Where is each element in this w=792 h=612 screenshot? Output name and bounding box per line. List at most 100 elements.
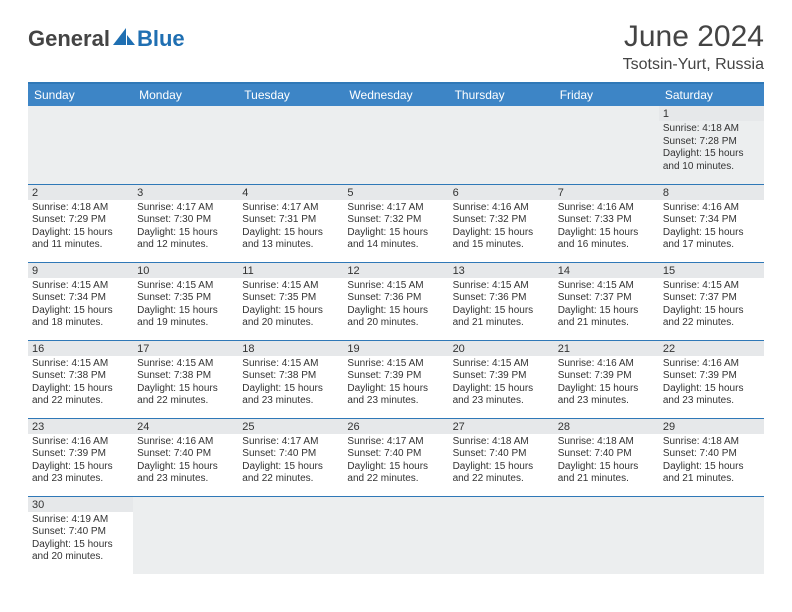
day-details: Sunrise: 4:18 AMSunset: 7:40 PMDaylight:… — [659, 434, 764, 488]
calendar-cell: 3Sunrise: 4:17 AMSunset: 7:30 PMDaylight… — [133, 184, 238, 262]
sunrise-text: Sunrise: 4:17 AM — [242, 436, 339, 449]
day-details: Sunrise: 4:15 AMSunset: 7:38 PMDaylight:… — [28, 356, 133, 410]
day-number: 16 — [28, 341, 133, 356]
daylight-text: Daylight: 15 hours and 22 minutes. — [663, 305, 760, 330]
calendar-cell: 22Sunrise: 4:16 AMSunset: 7:39 PMDayligh… — [659, 340, 764, 418]
weekday-header: Monday — [133, 83, 238, 106]
day-details: Sunrise: 4:16 AMSunset: 7:32 PMDaylight:… — [449, 200, 554, 254]
location-label: Tsotsin-Yurt, Russia — [623, 56, 764, 74]
sunrise-text: Sunrise: 4:15 AM — [347, 280, 444, 293]
sunset-text: Sunset: 7:36 PM — [453, 292, 550, 305]
sunrise-text: Sunrise: 4:15 AM — [137, 358, 234, 371]
calendar-cell: 23Sunrise: 4:16 AMSunset: 7:39 PMDayligh… — [28, 418, 133, 496]
daylight-text: Daylight: 15 hours and 23 minutes. — [663, 383, 760, 408]
day-details: Sunrise: 4:15 AMSunset: 7:34 PMDaylight:… — [28, 278, 133, 332]
daylight-text: Daylight: 15 hours and 15 minutes. — [453, 227, 550, 252]
day-number: 10 — [133, 263, 238, 278]
sunset-text: Sunset: 7:35 PM — [242, 292, 339, 305]
day-number: 2 — [28, 185, 133, 200]
calendar-week-row: 16Sunrise: 4:15 AMSunset: 7:38 PMDayligh… — [28, 340, 764, 418]
sunset-text: Sunset: 7:29 PM — [32, 214, 129, 227]
page-title: June 2024 — [623, 20, 764, 54]
calendar-cell: 1Sunrise: 4:18 AMSunset: 7:28 PMDaylight… — [659, 106, 764, 184]
day-details: Sunrise: 4:18 AMSunset: 7:29 PMDaylight:… — [28, 200, 133, 254]
sunset-text: Sunset: 7:34 PM — [32, 292, 129, 305]
calendar-cell: 5Sunrise: 4:17 AMSunset: 7:32 PMDaylight… — [343, 184, 448, 262]
daylight-text: Daylight: 15 hours and 21 minutes. — [558, 305, 655, 330]
calendar-cell — [554, 496, 659, 574]
day-number: 3 — [133, 185, 238, 200]
sunset-text: Sunset: 7:40 PM — [347, 448, 444, 461]
day-details: Sunrise: 4:16 AMSunset: 7:39 PMDaylight:… — [28, 434, 133, 488]
sunrise-text: Sunrise: 4:18 AM — [663, 436, 760, 449]
day-details: Sunrise: 4:15 AMSunset: 7:39 PMDaylight:… — [449, 356, 554, 410]
sunrise-text: Sunrise: 4:15 AM — [663, 280, 760, 293]
sunrise-text: Sunrise: 4:15 AM — [32, 280, 129, 293]
calendar-cell — [133, 106, 238, 184]
day-number: 22 — [659, 341, 764, 356]
sunset-text: Sunset: 7:38 PM — [137, 370, 234, 383]
sunrise-text: Sunrise: 4:15 AM — [453, 280, 550, 293]
daylight-text: Daylight: 15 hours and 22 minutes. — [32, 383, 129, 408]
sunrise-text: Sunrise: 4:18 AM — [453, 436, 550, 449]
calendar-cell: 24Sunrise: 4:16 AMSunset: 7:40 PMDayligh… — [133, 418, 238, 496]
daylight-text: Daylight: 15 hours and 14 minutes. — [347, 227, 444, 252]
calendar-cell: 20Sunrise: 4:15 AMSunset: 7:39 PMDayligh… — [449, 340, 554, 418]
calendar-week-row: 30Sunrise: 4:19 AMSunset: 7:40 PMDayligh… — [28, 496, 764, 574]
sunset-text: Sunset: 7:40 PM — [558, 448, 655, 461]
sail-icon — [113, 26, 135, 52]
day-details: Sunrise: 4:16 AMSunset: 7:33 PMDaylight:… — [554, 200, 659, 254]
day-number: 9 — [28, 263, 133, 278]
sunset-text: Sunset: 7:39 PM — [663, 370, 760, 383]
day-number: 14 — [554, 263, 659, 278]
sunset-text: Sunset: 7:40 PM — [32, 526, 129, 539]
calendar-cell — [238, 106, 343, 184]
sunrise-text: Sunrise: 4:18 AM — [32, 202, 129, 215]
daylight-text: Daylight: 15 hours and 23 minutes. — [242, 383, 339, 408]
sunset-text: Sunset: 7:39 PM — [347, 370, 444, 383]
day-number: 12 — [343, 263, 448, 278]
day-number: 20 — [449, 341, 554, 356]
daylight-text: Daylight: 15 hours and 22 minutes. — [137, 383, 234, 408]
calendar-cell: 15Sunrise: 4:15 AMSunset: 7:37 PMDayligh… — [659, 262, 764, 340]
sunset-text: Sunset: 7:35 PM — [137, 292, 234, 305]
daylight-text: Daylight: 15 hours and 19 minutes. — [137, 305, 234, 330]
sunset-text: Sunset: 7:37 PM — [558, 292, 655, 305]
sunset-text: Sunset: 7:38 PM — [242, 370, 339, 383]
daylight-text: Daylight: 15 hours and 12 minutes. — [137, 227, 234, 252]
calendar-cell: 26Sunrise: 4:17 AMSunset: 7:40 PMDayligh… — [343, 418, 448, 496]
calendar-week-row: 9Sunrise: 4:15 AMSunset: 7:34 PMDaylight… — [28, 262, 764, 340]
day-details: Sunrise: 4:18 AMSunset: 7:40 PMDaylight:… — [554, 434, 659, 488]
day-number: 6 — [449, 185, 554, 200]
sunrise-text: Sunrise: 4:17 AM — [242, 202, 339, 215]
daylight-text: Daylight: 15 hours and 22 minutes. — [242, 461, 339, 486]
day-details: Sunrise: 4:17 AMSunset: 7:32 PMDaylight:… — [343, 200, 448, 254]
day-number: 5 — [343, 185, 448, 200]
sunset-text: Sunset: 7:28 PM — [663, 136, 760, 149]
calendar-cell — [449, 496, 554, 574]
daylight-text: Daylight: 15 hours and 17 minutes. — [663, 227, 760, 252]
day-number: 19 — [343, 341, 448, 356]
day-details: Sunrise: 4:15 AMSunset: 7:37 PMDaylight:… — [554, 278, 659, 332]
day-details: Sunrise: 4:19 AMSunset: 7:40 PMDaylight:… — [28, 512, 133, 566]
day-details: Sunrise: 4:15 AMSunset: 7:36 PMDaylight:… — [449, 278, 554, 332]
weekday-header: Thursday — [449, 83, 554, 106]
sunrise-text: Sunrise: 4:18 AM — [663, 123, 760, 136]
sunset-text: Sunset: 7:40 PM — [453, 448, 550, 461]
calendar-cell: 6Sunrise: 4:16 AMSunset: 7:32 PMDaylight… — [449, 184, 554, 262]
day-details: Sunrise: 4:18 AMSunset: 7:28 PMDaylight:… — [659, 121, 764, 175]
calendar-cell: 29Sunrise: 4:18 AMSunset: 7:40 PMDayligh… — [659, 418, 764, 496]
sunset-text: Sunset: 7:40 PM — [242, 448, 339, 461]
weekday-header: Friday — [554, 83, 659, 106]
day-number: 29 — [659, 419, 764, 434]
calendar-week-row: 23Sunrise: 4:16 AMSunset: 7:39 PMDayligh… — [28, 418, 764, 496]
sunset-text: Sunset: 7:39 PM — [558, 370, 655, 383]
daylight-text: Daylight: 15 hours and 11 minutes. — [32, 227, 129, 252]
sunrise-text: Sunrise: 4:16 AM — [137, 436, 234, 449]
day-details: Sunrise: 4:16 AMSunset: 7:34 PMDaylight:… — [659, 200, 764, 254]
weekday-header: Wednesday — [343, 83, 448, 106]
calendar-week-row: 2Sunrise: 4:18 AMSunset: 7:29 PMDaylight… — [28, 184, 764, 262]
sunrise-text: Sunrise: 4:16 AM — [558, 358, 655, 371]
day-details: Sunrise: 4:15 AMSunset: 7:36 PMDaylight:… — [343, 278, 448, 332]
sunrise-text: Sunrise: 4:16 AM — [663, 202, 760, 215]
